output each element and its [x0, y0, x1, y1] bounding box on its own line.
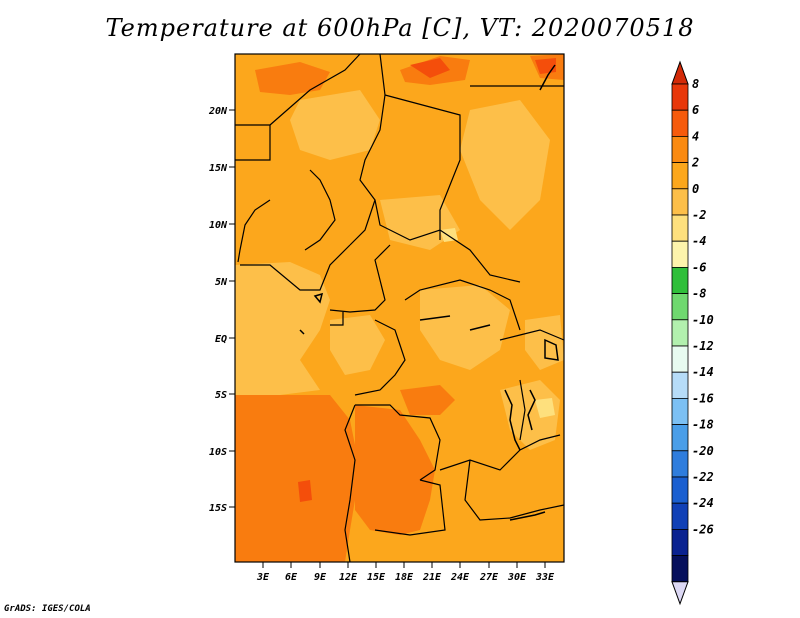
mild-region-lakes — [500, 380, 560, 450]
colorbar-swatch — [671, 424, 689, 452]
hot-spot-southwest — [298, 480, 312, 502]
colorbar-label: -26 — [692, 522, 714, 536]
lon-label-24e: 24E — [450, 572, 470, 583]
colorbar-swatch — [671, 555, 689, 583]
longitude-axis: 3E 6E 9E 12E 15E 18E 21E 24E 27E 30E 33E — [256, 562, 555, 583]
colorbar-label: -14 — [692, 365, 714, 379]
country-boundaries — [235, 53, 565, 563]
map-frame — [234, 53, 565, 563]
colorbar-swatch — [671, 397, 689, 425]
colorbar-swatch — [671, 450, 689, 478]
colorbar-label: 8 — [692, 77, 699, 91]
lon-label-30e: 30E — [507, 572, 527, 583]
lon-label-9e: 9E — [314, 572, 327, 583]
cool-spot-lakes — [535, 398, 555, 418]
colorbar-swatch — [671, 293, 689, 321]
lat-label-eq: EQ — [215, 334, 227, 345]
colorbar-swatch — [671, 109, 689, 137]
colorbar-swatch — [671, 345, 689, 373]
colorbar-legend: 8 6 4 2 0 -2 -4 -6 -8 -10 -12 -14 -16 -18 -20 -22 -24 -26 — [671, 60, 714, 606]
lon-label-3e: 3E — [256, 572, 270, 583]
colorbar-swatch — [671, 188, 689, 216]
mild-region-congo — [420, 285, 510, 370]
colorbar-swatch — [671, 162, 689, 190]
warm-region-south-central — [355, 405, 435, 535]
colorbar-label: -2 — [692, 208, 706, 222]
warm-region-southwest — [235, 395, 360, 562]
colorbar-swatch — [671, 135, 689, 163]
lon-label-27e: 27E — [479, 572, 499, 583]
hot-spot-north — [410, 58, 450, 78]
warm-region-northwest — [255, 62, 330, 95]
mild-region-west — [235, 262, 330, 395]
colorbar-swatch — [671, 240, 689, 268]
colorbar-label: -8 — [692, 287, 706, 301]
colorbar-label: -22 — [692, 470, 714, 484]
map-area — [234, 53, 565, 563]
colorbar-label: -24 — [692, 496, 714, 510]
lat-label-15n: 15N — [209, 163, 228, 174]
lon-label-33e: 33E — [535, 572, 555, 583]
latitude-axis: 20N 15N 10N 5N EQ 5S 10S 15S — [208, 106, 235, 514]
map-title: Temperature at 600hPa [C], VT: 202007051… — [105, 14, 695, 42]
grads-credit: GrADS: IGES/COLA — [4, 604, 91, 614]
colorbar-label: 6 — [692, 103, 699, 117]
colorbar-swatch — [671, 502, 689, 530]
colorbar-label: 4 — [692, 129, 699, 143]
lat-label-10s: 10S — [209, 447, 227, 458]
colorbar-label: 0 — [692, 182, 699, 196]
lon-label-12e: 12E — [339, 572, 358, 583]
colorbar-swatch — [671, 529, 689, 557]
colorbar-label: -16 — [692, 391, 714, 405]
colorbar-swatch — [671, 476, 689, 504]
mild-region-gabon — [330, 315, 385, 375]
colorbar-bottom-arrow — [671, 581, 689, 606]
colorbar-swatch — [671, 266, 689, 294]
colorbar-label: -6 — [692, 260, 706, 274]
colorbar-label: 2 — [691, 156, 699, 170]
lat-label-10n: 10N — [209, 220, 228, 231]
lon-label-15e: 15E — [367, 572, 386, 583]
colorbar-label: -20 — [692, 444, 714, 458]
warm-region-central — [400, 385, 455, 415]
lat-label-20n: 20N — [208, 106, 228, 117]
lon-label-21e: 21E — [422, 572, 442, 583]
colorbar-swatch — [671, 214, 689, 242]
colorbar-swatch — [671, 371, 689, 399]
lat-label-15s: 15S — [209, 503, 227, 514]
lakes-and-coasts — [299, 64, 559, 521]
colorbar-label: -4 — [692, 234, 706, 248]
colorbar-swatch — [671, 83, 689, 111]
colorbar-swatch — [671, 319, 689, 347]
lat-label-5n: 5N — [215, 277, 228, 288]
lat-label-5s: 5S — [215, 390, 227, 401]
lon-label-6e: 6E — [285, 572, 298, 583]
mild-region-sudan — [460, 100, 550, 230]
colorbar-label: -18 — [692, 418, 714, 432]
mild-region-sahara — [290, 90, 380, 160]
colorbar-label: -10 — [692, 313, 714, 327]
colorbar-label: -12 — [692, 339, 714, 353]
colorbar-top-arrow — [671, 60, 689, 85]
lon-label-18e: 18E — [395, 572, 414, 583]
